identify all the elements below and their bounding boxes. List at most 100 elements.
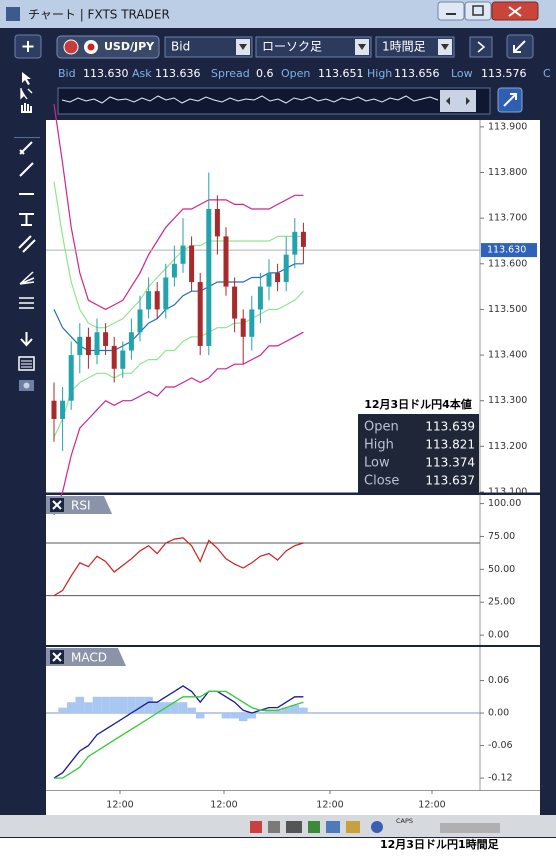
jp-flag-dot [87, 43, 95, 51]
quote-value: 113.656 [394, 67, 440, 80]
y-tick-label: 113.600 [488, 258, 527, 269]
fibo-tool[interactable] [19, 297, 34, 309]
crosshair-tool[interactable] [20, 88, 33, 100]
candle-body [283, 254, 289, 283]
candle-body [206, 209, 212, 346]
y-tick-label: 0.06 [488, 675, 509, 686]
navigator-handle[interactable] [440, 90, 476, 112]
chart-type-dropdown[interactable] [255, 36, 372, 58]
download-tool[interactable] [20, 332, 33, 347]
tray-icons-right [440, 823, 500, 833]
window-title: チャート | FXTS TRADER [28, 8, 170, 22]
tooltip-value: 113.821 [425, 438, 475, 452]
detach-icon [513, 40, 526, 53]
pen-tool[interactable] [19, 141, 33, 155]
maximize-button[interactable] [464, 1, 492, 21]
histogram-bar [230, 713, 239, 719]
y-tick-label: 50.00 [488, 564, 515, 575]
candle-body [240, 318, 246, 337]
tooltip-label: Close [364, 474, 399, 489]
histogram-bar [187, 707, 196, 714]
us-flag [63, 39, 79, 55]
app-icon [6, 7, 20, 21]
pointer-tool[interactable] [22, 72, 31, 85]
candle-body [103, 332, 109, 346]
dropdown-arrow [239, 44, 247, 50]
vline-tool[interactable] [19, 213, 34, 226]
navigator[interactable] [57, 87, 491, 115]
timeframe-dropdown[interactable] [375, 36, 455, 58]
y-tick-label: 113.700 [488, 213, 527, 224]
minimize-button[interactable] [437, 1, 465, 21]
camera-lens [23, 382, 30, 389]
indicator-line [54, 690, 304, 779]
candle-body [85, 336, 91, 356]
histogram-bar [178, 702, 188, 714]
scroll-button[interactable] [469, 36, 493, 58]
candle-body [275, 272, 281, 283]
histogram-bar [84, 702, 93, 714]
y-tick-label: 113.300 [488, 395, 527, 406]
caption-area [0, 838, 556, 857]
zoom-icon [503, 93, 517, 107]
last-price-box [481, 243, 537, 258]
candle-body [214, 209, 220, 237]
close-icon [508, 6, 522, 17]
quote-value: 0.6 [256, 67, 274, 80]
y-tick-label: 75.00 [488, 531, 515, 542]
histogram-bar [127, 696, 136, 714]
hand-tool[interactable] [21, 103, 32, 113]
histogram-bar [170, 702, 179, 714]
add-icon [22, 41, 34, 52]
candle-body [163, 277, 169, 310]
candle-body [68, 355, 74, 401]
histogram-bar [299, 707, 308, 714]
symbol-selector[interactable] [56, 35, 160, 59]
tray-icons [250, 821, 383, 833]
candle-body [171, 263, 177, 278]
histogram-bar [118, 696, 128, 714]
tray-icon [308, 821, 320, 833]
candle-body [60, 400, 66, 419]
histogram-bar [75, 696, 85, 714]
time-label: 12:00 [210, 800, 237, 811]
list-tool[interactable] [18, 356, 35, 371]
candle-body [154, 291, 160, 310]
trendline-tool[interactable] [19, 162, 34, 177]
candle-body [146, 291, 152, 310]
histogram-bar [273, 710, 282, 714]
quote-value: 113.630 [83, 67, 129, 80]
fan-tool[interactable] [19, 271, 35, 285]
histogram-bar [58, 707, 67, 714]
candle-body [180, 245, 186, 264]
channel-tool[interactable] [18, 235, 36, 253]
candle-body [189, 245, 195, 283]
y-tick-label: 113.900 [488, 121, 527, 132]
price-type: Bid [171, 40, 190, 54]
histogram-bar [195, 713, 205, 719]
caption: 12月3日ドル円1時間足 [380, 837, 500, 851]
tooltip-value: 113.637 [425, 474, 475, 488]
tooltip [358, 414, 479, 493]
price-type-dropdown[interactable] [164, 36, 253, 58]
quote-label: C [543, 67, 551, 80]
maximize-icon [472, 5, 484, 16]
candle-body [51, 400, 57, 419]
time-label: 12:00 [106, 800, 133, 811]
y-tick-label: 113.200 [488, 441, 527, 452]
dropdown-arrow [441, 44, 449, 50]
quote-label: Low [451, 67, 473, 80]
candle-body [111, 345, 117, 369]
y-tick-label: 0.00 [488, 630, 509, 641]
candle-body [120, 350, 126, 369]
histogram-bar [290, 704, 300, 714]
histogram-bar [135, 696, 145, 714]
quote-value: 113.636 [155, 67, 201, 80]
indicator-line [53, 331, 304, 516]
y-tick-label: -0.12 [488, 773, 513, 784]
tooltip-rows: Open 113.639 High 113.821 Low 113.374 Close 113… [364, 420, 475, 489]
y-tick-label: 0.00 [488, 708, 509, 719]
separator [14, 137, 40, 138]
candle-body [197, 282, 203, 346]
